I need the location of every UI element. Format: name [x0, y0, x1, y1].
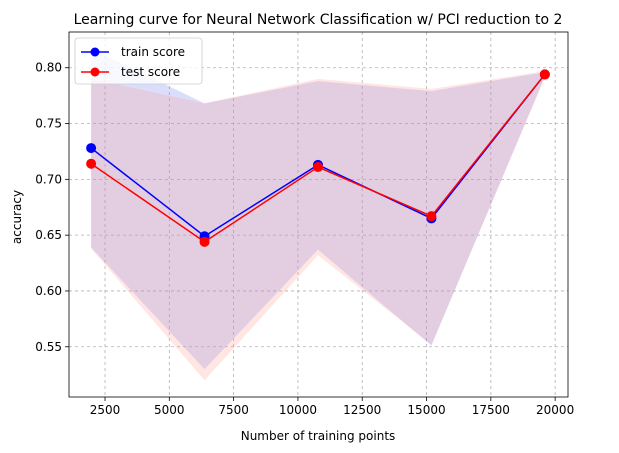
x-tick-label: 2500	[90, 403, 121, 417]
x-tick-label: 7500	[218, 403, 249, 417]
legend-label: test score	[121, 65, 180, 79]
y-tick-label: 0.60	[35, 284, 62, 298]
band-train	[91, 48, 545, 370]
y-tick-label: 0.75	[35, 117, 62, 131]
plot-frame	[68, 31, 569, 398]
legend: train score test score	[74, 37, 203, 85]
y-tick-label: 0.70	[35, 172, 62, 186]
chart-title: Learning curve for Neural Network Classi…	[74, 12, 563, 28]
y-tick-label: 0.55	[35, 340, 62, 354]
x-tick-label: 15000	[407, 403, 445, 417]
x-tick-label: 17500	[472, 403, 510, 417]
legend-label: train score	[121, 45, 185, 59]
band-test	[91, 71, 545, 381]
x-tick-label: 10000	[279, 403, 317, 417]
legend-marker	[90, 67, 100, 77]
data-point-test	[199, 236, 210, 247]
data-point-test	[312, 162, 323, 173]
y-axis-label: accuracy	[10, 190, 24, 244]
data-point-test	[426, 211, 437, 222]
x-tick-label: 20000	[536, 403, 574, 417]
x-tick-label: 5000	[154, 403, 185, 417]
data-point-test	[86, 158, 97, 169]
x-axis-label: Number of training points	[241, 429, 396, 443]
legend-marker	[90, 47, 100, 57]
axis-ticks: 2500 5000 7500 10000 12500 15000 17500 20000 0.5…	[35, 61, 574, 417]
y-tick-label: 0.80	[35, 61, 62, 75]
series-lines	[86, 69, 550, 247]
x-tick-label: 12500	[343, 403, 381, 417]
data-point-test	[539, 69, 550, 80]
data-point-train	[86, 143, 97, 154]
grid	[69, 32, 568, 397]
y-tick-label: 0.65	[35, 228, 62, 242]
confidence-bands	[91, 48, 545, 381]
